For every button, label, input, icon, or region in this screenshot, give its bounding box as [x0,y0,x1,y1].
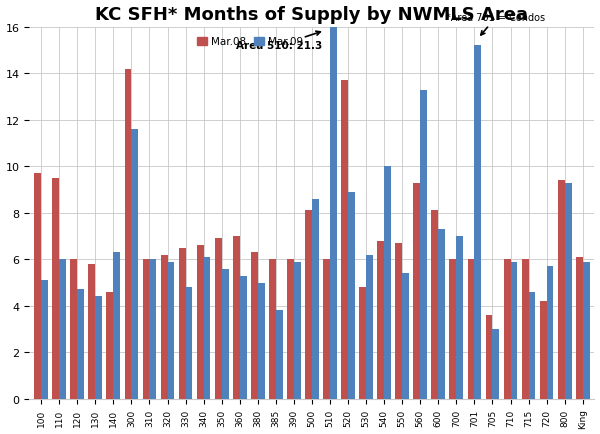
Bar [420,90,427,399]
Bar [493,329,499,399]
Bar [185,287,193,399]
Legend: Mar.08, Mar.09: Mar.08, Mar.09 [193,33,307,51]
Bar [377,241,384,399]
Bar [34,174,41,399]
Bar [52,178,59,399]
Bar [233,237,240,399]
Bar [540,302,547,399]
Bar [341,81,348,399]
Bar [77,290,84,399]
Bar [41,280,48,399]
Bar [161,255,167,399]
Bar [402,273,409,399]
Bar [438,230,445,399]
Bar [413,183,420,399]
Bar [547,266,553,399]
Bar [125,69,131,399]
Bar [330,28,337,399]
Bar [457,237,463,399]
Bar [305,211,312,399]
Bar [583,262,590,399]
Bar [70,260,77,399]
Text: *Area 701 = Condos: *Area 701 = Condos [446,13,545,36]
Bar [529,292,535,399]
Bar [88,264,95,399]
Bar [366,255,373,399]
Bar [511,262,517,399]
Bar [467,260,475,399]
Text: Area 510: 21.3: Area 510: 21.3 [236,32,322,51]
Bar [258,283,265,399]
Bar [197,246,203,399]
Bar [113,253,120,399]
Bar [475,46,481,399]
Bar [240,276,247,399]
Bar [565,183,572,399]
Bar [431,211,438,399]
Bar [558,181,565,399]
Bar [323,260,330,399]
Bar [59,260,66,399]
Bar [359,287,366,399]
Bar [521,260,529,399]
Bar [203,257,211,399]
Bar [576,257,583,399]
Bar [106,292,113,399]
Bar [485,316,493,399]
Bar [449,260,457,399]
Bar [348,192,355,399]
Bar [131,130,138,399]
Bar [149,260,157,399]
Bar [269,260,276,399]
Bar [179,248,185,399]
Bar [503,260,511,399]
Bar [312,199,319,399]
Bar [143,260,149,399]
Bar [395,243,402,399]
Bar [95,297,102,399]
Bar [167,262,175,399]
Bar [251,253,258,399]
Title: KC SFH* Months of Supply by NWMLS Area: KC SFH* Months of Supply by NWMLS Area [95,6,529,23]
Bar [287,260,294,399]
Bar [221,269,229,399]
Bar [215,239,221,399]
Bar [276,311,283,399]
Bar [294,262,301,399]
Bar [384,167,391,399]
